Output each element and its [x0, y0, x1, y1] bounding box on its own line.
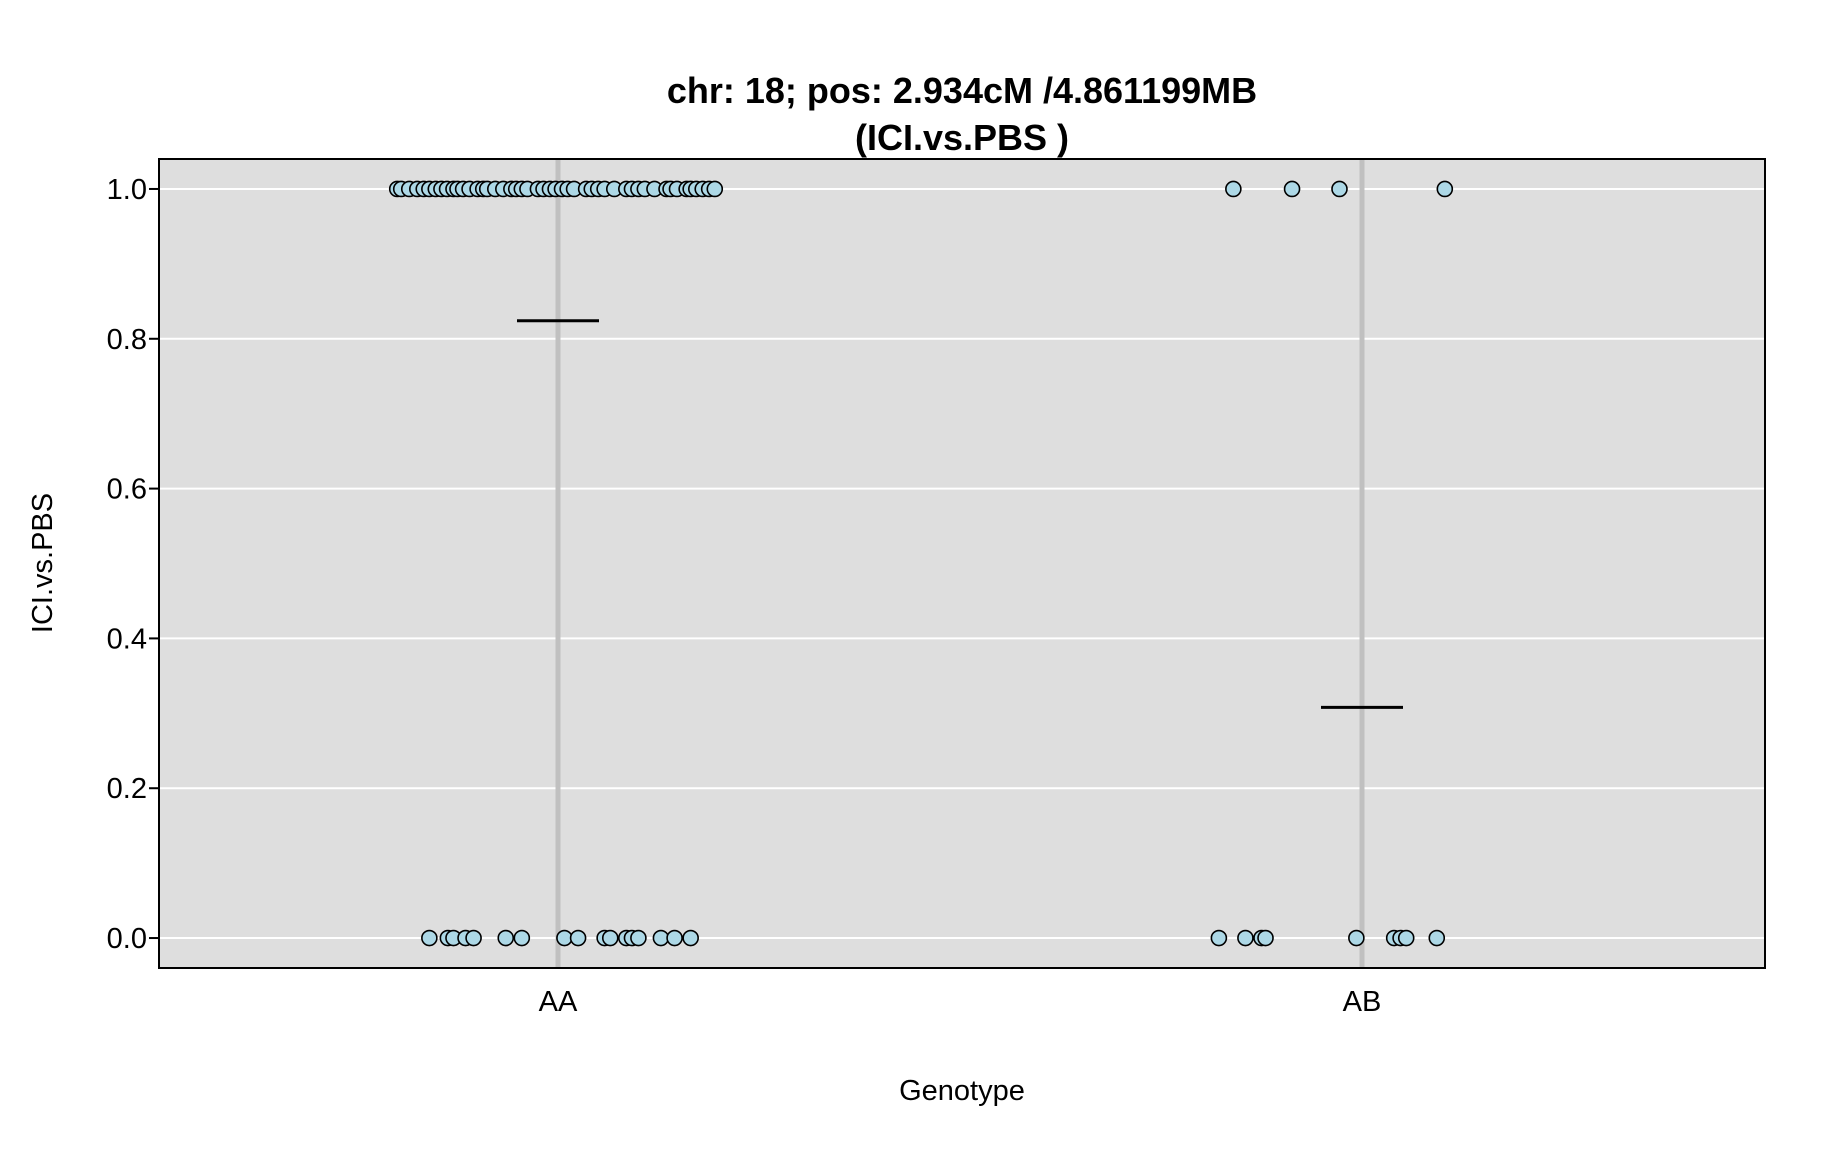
- mean-markers: [517, 319, 1403, 709]
- data-point: [630, 929, 647, 947]
- x-axis: AA AB: [539, 986, 1382, 1018]
- x-tick-label: AA: [539, 986, 578, 1018]
- x-tick-label: AB: [1343, 986, 1382, 1018]
- data-point: [1348, 929, 1365, 947]
- data-point: [652, 929, 670, 947]
- data-point: [1436, 180, 1454, 198]
- y-tick-label: 0.8: [107, 324, 147, 356]
- y-tick-label: 0.2: [107, 773, 147, 805]
- y-tick-label: 1.0: [107, 174, 147, 206]
- data-point: [421, 929, 438, 947]
- data-point: [1397, 929, 1415, 947]
- data-point: [465, 929, 482, 947]
- category-lines: [555, 159, 1365, 968]
- data-point: [1210, 929, 1228, 947]
- data-point: [1257, 929, 1274, 947]
- y-axis-title: ICI.vs.PBS: [27, 493, 59, 633]
- data-point: [1428, 929, 1446, 947]
- data-points: [388, 180, 1454, 947]
- y-axis: 0.0 0.2 0.4 0.6 0.8 1.0: [107, 174, 159, 955]
- x-axis-title: Genotype: [899, 1075, 1025, 1107]
- data-point: [1225, 180, 1242, 198]
- data-point: [706, 180, 724, 198]
- data-point: [1331, 180, 1348, 198]
- y-tick-label: 0.6: [107, 474, 147, 506]
- data-point: [497, 929, 515, 947]
- data-point: [569, 929, 587, 947]
- data-point: [666, 929, 683, 947]
- y-tick-label: 0.0: [107, 923, 147, 955]
- data-point: [1237, 929, 1254, 947]
- data-point: [1283, 180, 1301, 198]
- data-point: [556, 929, 573, 947]
- y-tick-label: 0.4: [107, 623, 147, 655]
- chart-subtitle: (ICI.vs.PBS ): [855, 117, 1069, 158]
- plot-frame: [158, 158, 1766, 969]
- chart-title: chr: 18; pos: 2.934cM /4.861199MB: [667, 70, 1257, 111]
- data-point: [513, 929, 531, 947]
- data-point: [682, 929, 699, 947]
- data-point: [601, 929, 619, 947]
- plot-background: [159, 159, 1765, 968]
